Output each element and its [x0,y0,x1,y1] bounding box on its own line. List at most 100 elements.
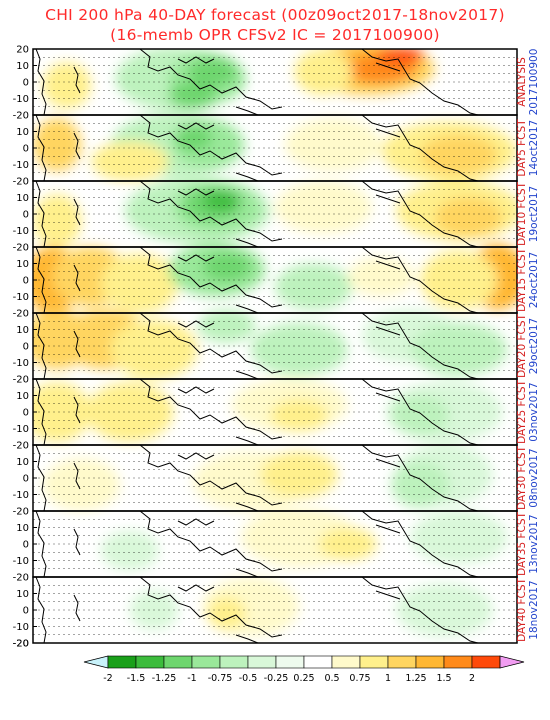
y-tick-label: -20 [13,507,29,518]
y-tick-label: -10 [13,292,29,303]
coastline [375,260,401,270]
panel-date: 2017100900 [528,49,540,116]
anomaly-region [100,530,159,571]
colorbar-tick-label: -0.5 [239,673,258,684]
panel-date: 19oct2017 [528,186,540,242]
coastline [177,452,215,460]
coastline [35,246,47,314]
coastline-group [35,49,479,116]
coastline [73,264,81,292]
y-tick-label: 10 [16,523,29,534]
coastline [139,49,283,110]
y-tick-label: 0 [23,408,29,419]
anomaly-region [376,49,426,64]
panel-label: DAY10 FCST [516,182,528,246]
coastline [177,518,215,526]
y-tick-label: -20 [13,177,29,188]
coastline [177,188,215,196]
anomaly-region [275,181,372,234]
colorbar-tick-label: 1.5 [436,673,451,684]
colorbar-tick-label: -0.25 [264,673,289,684]
coastline [235,172,259,182]
coastline [73,594,81,622]
coastline [375,194,401,204]
y-tick-label: 0 [23,144,29,155]
y-tick-label: 20 [16,45,29,56]
colorbar-swatch [191,655,221,669]
colorbar-swatch [415,655,445,669]
coastline [35,576,47,643]
y-tick-label: 10 [16,193,29,204]
coastline [73,396,81,424]
y-tick-label: 0 [23,210,29,221]
colorbar-tick-label: 1 [385,673,391,684]
colorbar-swatch [387,655,417,669]
panel-label: DAY40 FCST [516,578,528,642]
anomaly-region [197,309,256,343]
colorbar-tick-label: -0.75 [208,673,233,684]
coastline [139,444,283,506]
colorbar-tick-label: -2 [103,673,112,684]
y-tick-label: -10 [13,622,29,633]
coastline-group [35,114,479,182]
panel-label: DAY15 FCST [516,248,528,312]
colorbar-swatch [275,655,305,669]
y-tick-label: -10 [13,226,29,237]
anomaly-region [168,82,217,109]
anomaly-region [187,57,237,87]
coastline [375,524,401,534]
panel-date: 03nov2017 [528,382,540,441]
y-tick-label: -10 [13,94,29,105]
panel-label: DAY5 FCST [516,119,528,177]
anomaly-region [294,49,353,96]
coastline [139,114,283,176]
y-tick-label: 0 [23,276,29,287]
colorbar-tick-label: -1 [187,673,196,684]
coastline [361,180,479,248]
y-tick-label: -20 [13,243,29,254]
panel-date: 24oct2017 [528,252,540,308]
coastline [177,254,215,262]
colorbar-swatch [135,655,165,669]
panel-date: 29oct2017 [528,318,540,374]
coastline [177,320,215,328]
y-tick-label: 0 [23,342,29,353]
colorbar-tick-label: 0.5 [324,673,339,684]
coastline [375,326,401,336]
coastline-group [35,378,479,446]
coastline [35,444,47,512]
y-tick-label: -20 [13,309,29,320]
coastline [139,246,283,308]
anomaly-region [410,322,508,376]
colorbar-swatch [471,655,501,669]
coastline [235,238,259,248]
anomaly-region [420,134,498,175]
coastline [235,106,259,116]
panel-date: 13nov2017 [528,514,540,573]
panel-date: 08nov2017 [528,448,540,507]
coastline [139,312,283,374]
coastline [177,122,215,130]
coastline [235,634,259,643]
anomaly-region [110,319,198,379]
anomaly-region [410,511,508,564]
anomaly-region [347,256,416,297]
y-tick-label: 10 [16,127,29,138]
y-tick-label: -10 [13,160,29,171]
coastline [35,114,47,182]
y-tick-label: -10 [13,424,29,435]
coastline [35,180,47,248]
anomaly-region [270,398,329,432]
colorbar-tick-label: 1.25 [405,673,426,684]
coastline-group [35,576,479,643]
y-tick-label: 0 [23,606,29,617]
anomaly-region [434,197,503,238]
coastline [177,386,215,394]
panel-label: DAY25 FCST [516,380,528,444]
panel-label: DAY20 FCST [516,314,528,378]
coastline-group [35,180,479,248]
y-tick-label: -10 [13,556,29,567]
coastline [361,444,479,512]
anomaly-region [207,596,246,630]
anomaly-region [318,527,377,561]
